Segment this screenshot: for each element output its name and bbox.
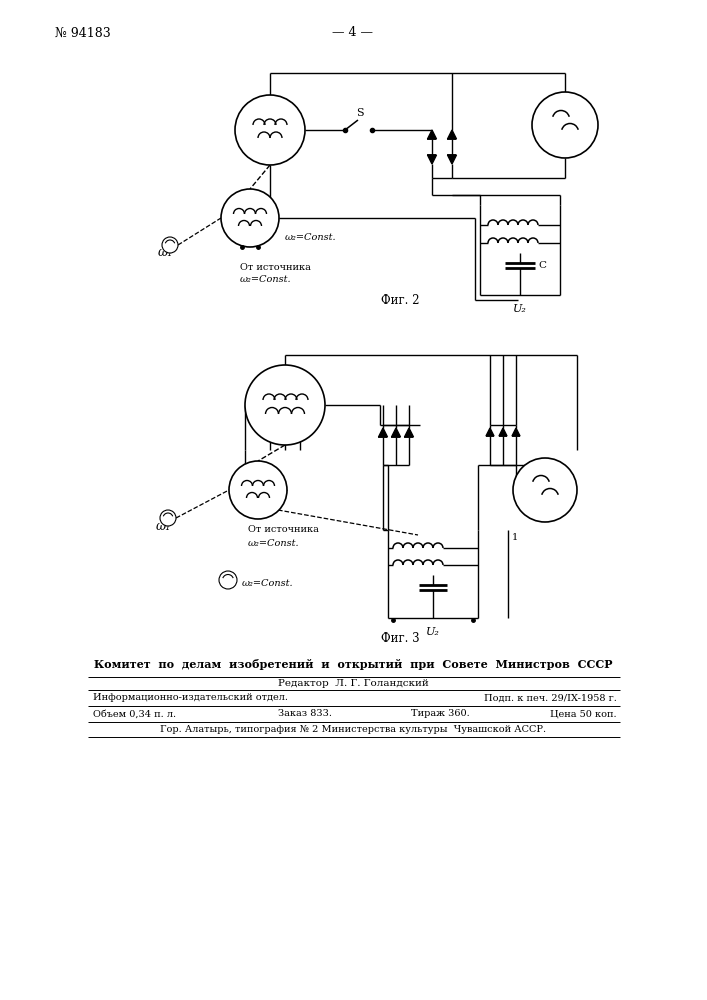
Text: Гор. Алатырь, типография № 2 Министерства культуры  Чувашской АССР.: Гор. Алатырь, типография № 2 Министерств… <box>160 724 546 734</box>
Polygon shape <box>512 428 520 436</box>
Circle shape <box>245 365 325 445</box>
Text: Подп. к печ. 29/IX-1958 г.: Подп. к печ. 29/IX-1958 г. <box>484 694 617 702</box>
Polygon shape <box>392 428 400 437</box>
Circle shape <box>221 189 279 247</box>
Text: U₂: U₂ <box>513 304 527 314</box>
Text: От источника: От источника <box>248 526 319 534</box>
Text: U₂: U₂ <box>426 627 440 637</box>
Text: Объем 0,34 п. л.: Объем 0,34 п. л. <box>93 710 176 718</box>
Text: Редактор  Л. Г. Голандский: Редактор Л. Г. Голандский <box>278 678 428 688</box>
Text: Фиг. 2: Фиг. 2 <box>381 294 419 306</box>
Circle shape <box>219 571 237 589</box>
Text: ω₁: ω₁ <box>156 520 170 532</box>
Text: Тираж 360.: Тираж 360. <box>411 710 469 718</box>
Polygon shape <box>428 130 436 139</box>
Polygon shape <box>499 428 507 436</box>
Polygon shape <box>486 428 494 436</box>
Circle shape <box>162 237 178 253</box>
Text: № 94183: № 94183 <box>55 26 111 39</box>
Circle shape <box>532 92 598 158</box>
Text: Фиг. 3: Фиг. 3 <box>380 632 419 645</box>
Text: От источника: От источника <box>240 263 311 272</box>
Text: S: S <box>356 108 364 118</box>
Polygon shape <box>428 155 436 164</box>
Text: Заказ 833.: Заказ 833. <box>278 710 332 718</box>
Polygon shape <box>378 428 387 437</box>
Text: Цена 50 коп.: Цена 50 коп. <box>550 710 617 718</box>
Circle shape <box>229 461 287 519</box>
Text: — 4 —: — 4 — <box>332 26 373 39</box>
Circle shape <box>235 95 305 165</box>
Text: C: C <box>538 260 546 269</box>
Polygon shape <box>404 428 414 437</box>
Polygon shape <box>448 130 457 139</box>
Text: Информационно-издательский отдел.: Информационно-издательский отдел. <box>93 694 288 702</box>
Circle shape <box>513 458 577 522</box>
Text: ω₂=Const.: ω₂=Const. <box>248 538 300 548</box>
Text: ω₁: ω₁ <box>158 246 173 259</box>
Circle shape <box>160 510 176 526</box>
Text: ω₂=Const.: ω₂=Const. <box>240 275 291 284</box>
Text: 1: 1 <box>512 534 518 542</box>
Text: ω₂=Const.: ω₂=Const. <box>285 233 337 242</box>
Text: Комитет  по  делам  изобретений  и  открытий  при  Совете  Министров  СССР: Комитет по делам изобретений и открытий … <box>94 658 612 670</box>
Polygon shape <box>448 155 457 164</box>
Text: ω₂=Const.: ω₂=Const. <box>242 578 293 587</box>
